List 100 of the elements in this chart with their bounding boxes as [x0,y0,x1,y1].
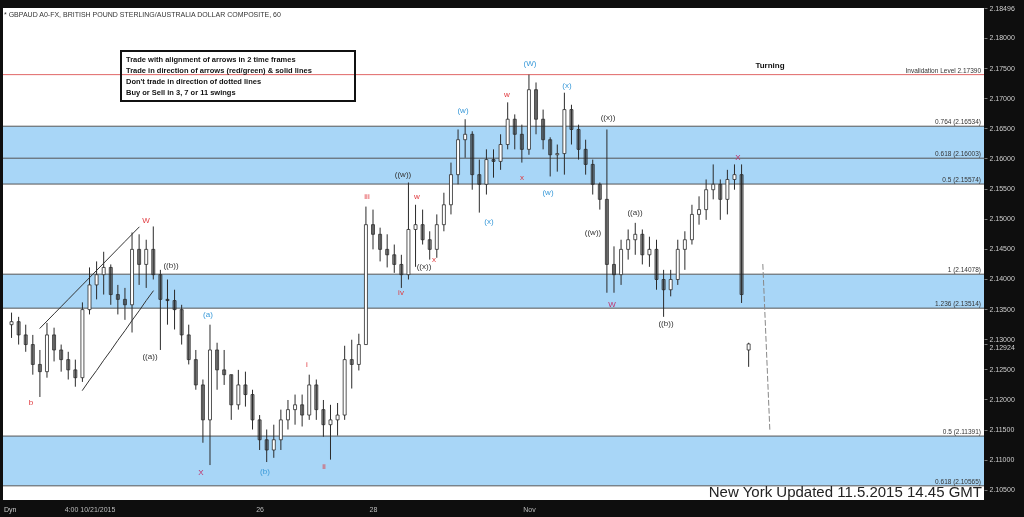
annotation: (x) [562,81,572,90]
annotation: W [608,300,617,309]
candlestick [704,178,709,221]
candlestick [52,327,56,362]
candlestick [463,118,468,159]
candlestick [236,369,241,411]
candlestick [470,130,475,191]
candlestick [293,394,297,426]
candlestick [229,374,234,421]
annotation: i [306,360,309,369]
annotation: (a) [203,310,214,319]
annotation: x [432,255,436,264]
annotation: iii [364,192,370,201]
candlestick [201,379,205,444]
candlestick [179,304,184,346]
annotation: w [413,192,421,201]
annotation: ((a)) [627,208,643,217]
candlestick [441,192,446,232]
annotation: X [735,153,742,162]
annotation: iv [398,288,404,297]
candlestick [286,399,290,431]
candlestick [115,284,120,315]
annotation: (W) [523,59,537,68]
candlestick [222,349,227,386]
candlestick [108,263,113,306]
candlestick [732,163,737,191]
candlestick [477,159,482,214]
candlestick [633,222,638,256]
annotation: ((w)) [584,228,602,237]
candlestick [151,225,156,280]
candlestick [349,339,354,390]
candlestick [66,351,71,380]
candlestick [385,233,390,268]
candlestick [746,342,751,368]
candlestick [569,104,574,146]
candlestick [271,424,276,459]
candlestick [413,204,418,268]
candlestick [300,394,305,427]
candlestick [626,228,631,261]
candlestick [23,324,28,353]
candlestick [165,278,170,326]
candlestick [682,230,687,271]
candlestick [739,163,744,304]
candlestick [264,429,269,463]
candlestick [590,159,595,196]
candlestick [612,245,616,294]
candlestick [541,109,546,150]
candlestick [519,124,524,164]
candlestick [711,163,716,200]
candlestick [250,389,255,431]
candlestick [172,289,177,330]
candlestick [356,333,361,371]
annotation: ((a)) [142,352,158,361]
candlestick [512,113,517,150]
candlestick [640,228,645,265]
candlestick [144,239,149,289]
candlestick [392,244,397,274]
annotation: (w) [457,106,469,115]
candlestick [158,269,163,351]
candlestick [314,379,319,421]
candlestick [193,349,198,391]
candlestick [278,409,283,451]
candlestick [605,128,609,294]
candlestick [647,236,652,268]
candlestick [378,227,382,262]
candlestick [328,404,333,461]
annotation: ((b)) [163,261,179,270]
candlestick [548,136,553,177]
candlestick [420,209,425,246]
candlestick [718,178,723,221]
annotation: x [520,173,524,182]
annotation: X [198,468,205,477]
annotation: b [28,398,34,407]
annotation: ((b)) [658,319,674,328]
candlestick [399,254,404,289]
annotation: ii [322,462,326,471]
candlestick [94,260,99,300]
annotation: (b) [260,467,271,476]
candlestick [597,181,602,211]
annotation: ((w)) [394,170,412,179]
candlestick [555,144,560,173]
candlestick [697,195,701,226]
annotation: ((x)) [600,113,616,122]
candlestick [491,148,496,179]
candlestick [9,312,14,339]
candlestick [335,402,340,437]
candlestick [654,239,659,291]
annotation: ((x)) [416,262,432,271]
candlestick [576,124,581,161]
annotation: w [503,90,511,99]
candlestick [257,414,262,451]
candlestick [37,349,42,398]
candlestick [668,269,673,297]
candlestick [725,169,730,215]
candlestick [215,342,219,391]
candlestick [427,230,432,261]
candlestick [321,399,326,438]
candlestick [73,359,78,388]
candlestick [243,371,248,408]
candlestick [583,139,588,176]
